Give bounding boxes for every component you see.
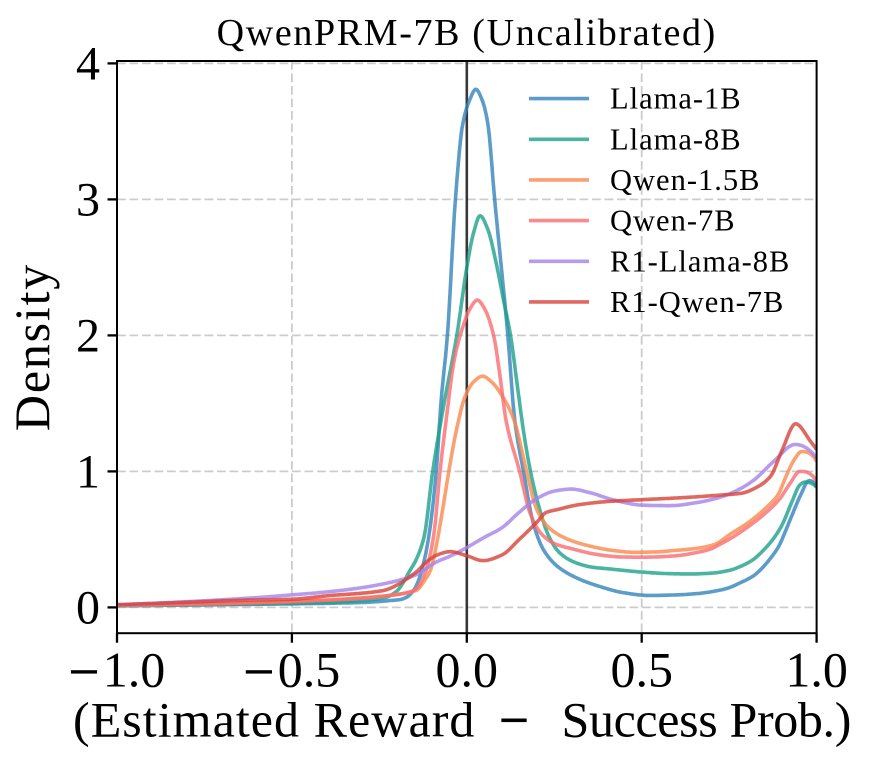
svg-text:0.0: 0.0 xyxy=(436,642,499,698)
svg-text:4: 4 xyxy=(76,38,100,91)
svg-text:Qwen-7B: Qwen-7B xyxy=(610,204,736,238)
svg-text:Llama-1B: Llama-1B xyxy=(610,82,742,116)
svg-text:1.0: 1.0 xyxy=(103,642,166,698)
svg-text:R1-Llama-8B: R1-Llama-8B xyxy=(610,244,790,278)
svg-text:Llama-8B: Llama-8B xyxy=(610,122,742,156)
svg-text:(Estimated Reward: (Estimated Reward xyxy=(73,692,475,748)
svg-text:QwenPRM-7B (Uncalibrated): QwenPRM-7B (Uncalibrated) xyxy=(217,12,717,54)
svg-text:0: 0 xyxy=(76,582,100,635)
svg-text:0.5: 0.5 xyxy=(610,642,673,698)
svg-text:R1-Qwen-7B: R1-Qwen-7B xyxy=(610,285,784,319)
svg-text:0.5: 0.5 xyxy=(278,642,341,698)
svg-text:2: 2 xyxy=(76,310,100,363)
svg-text:3: 3 xyxy=(76,174,100,227)
svg-text:Density: Density xyxy=(4,263,60,431)
svg-text:Success Prob.): Success Prob.) xyxy=(561,692,851,748)
svg-text:Qwen-1.5B: Qwen-1.5B xyxy=(610,163,760,197)
svg-text:1.0: 1.0 xyxy=(785,642,848,698)
svg-text:1: 1 xyxy=(76,446,100,499)
